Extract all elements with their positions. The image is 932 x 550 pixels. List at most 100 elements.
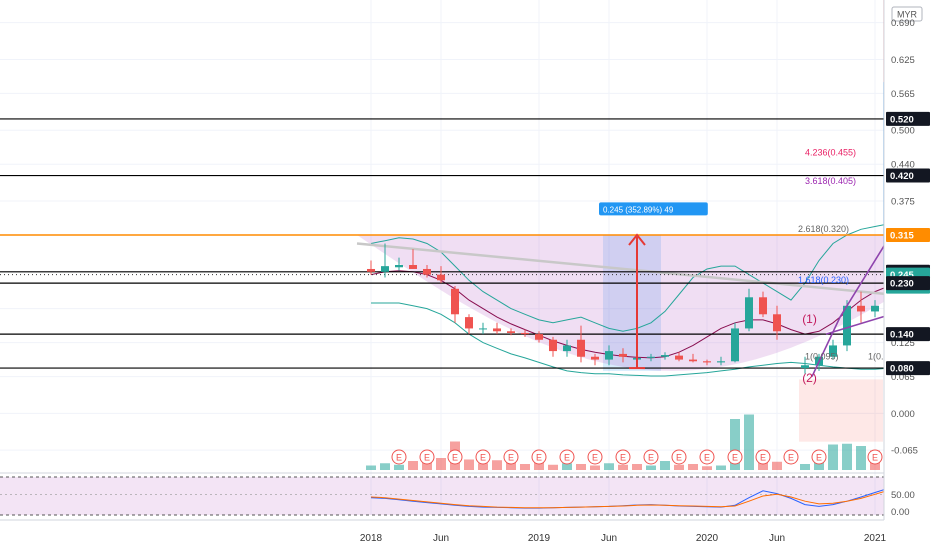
earnings-marker[interactable] (643, 449, 659, 465)
earnings-marker[interactable] (559, 449, 575, 465)
volume-bar (380, 463, 390, 470)
candle-body[interactable] (563, 345, 571, 352)
candle-body[interactable] (871, 305, 879, 312)
candle-body[interactable] (507, 331, 515, 333)
time-tick-label: 2019 (528, 533, 551, 544)
earnings-marker[interactable] (503, 449, 519, 465)
volume-bar (520, 464, 530, 470)
earnings-marker[interactable] (867, 449, 883, 465)
earnings-marker[interactable] (699, 449, 715, 465)
candle-body[interactable] (759, 297, 767, 315)
volume-bar (772, 461, 782, 470)
price-badge-label: 0.520 (890, 114, 914, 125)
candle-body[interactable] (367, 268, 375, 272)
measure-label-bg (599, 202, 708, 216)
candle-body[interactable] (549, 339, 557, 352)
oscillator-band (0, 477, 884, 515)
candle-body[interactable] (465, 317, 473, 329)
volume-bar (366, 465, 376, 470)
earnings-marker[interactable] (755, 449, 771, 465)
descending-trendline (356, 242, 932, 300)
currency-badge[interactable] (891, 6, 923, 22)
earnings-marker[interactable] (615, 449, 631, 465)
candle-body[interactable] (703, 361, 711, 363)
volume-bar (632, 464, 642, 470)
earnings-marker-label: E (788, 453, 794, 463)
candle-body[interactable] (619, 353, 627, 357)
candle-body[interactable] (521, 332, 529, 335)
candle-body[interactable] (843, 305, 851, 346)
candle-body[interactable] (381, 266, 389, 272)
price-tick-label: 0.375 (891, 197, 915, 208)
volume-bar (394, 464, 404, 470)
candle-body[interactable] (591, 356, 599, 360)
volume-bar (646, 465, 656, 470)
earnings-marker[interactable] (447, 449, 463, 465)
price-badge (886, 111, 930, 126)
volume-bar (478, 463, 488, 470)
time-tick-label: Jun (769, 533, 785, 544)
candle-body[interactable] (857, 305, 865, 312)
candle-body[interactable] (801, 365, 809, 369)
volume-bar (562, 463, 572, 470)
volume-bar (408, 461, 418, 470)
time-tick-label: Jun (433, 533, 449, 544)
candle-body[interactable] (731, 328, 739, 362)
price-badge-label: 0.230 (890, 279, 914, 290)
volume-bar (842, 443, 852, 470)
candle-body[interactable] (395, 265, 403, 268)
price-tick-label: 0.690 (891, 18, 915, 29)
earnings-marker-label: E (732, 453, 738, 463)
earnings-marker[interactable] (783, 449, 799, 465)
earnings-marker[interactable] (671, 449, 687, 465)
earnings-marker-label: E (704, 453, 710, 463)
volume-bar (800, 464, 810, 470)
candle-body[interactable] (535, 334, 543, 340)
candle-body[interactable] (493, 328, 501, 332)
fibonacci-label: 3.618(0.405) (805, 176, 856, 186)
price-tick-label: 0.500 (891, 126, 915, 137)
candle-body[interactable] (689, 359, 697, 362)
time-tick-label: 2018 (360, 533, 383, 544)
measure-box (603, 235, 661, 371)
volume-bar (534, 462, 544, 470)
candle-body[interactable] (437, 274, 445, 281)
earnings-marker[interactable] (587, 449, 603, 465)
candle-body[interactable] (577, 339, 585, 357)
earnings-marker-label: E (872, 453, 878, 463)
earnings-marker[interactable] (811, 449, 827, 465)
measure-label: 0.245 (352.89%) 49 (603, 205, 674, 214)
price-tick-label: 0.625 (891, 55, 915, 66)
candle-body[interactable] (661, 355, 669, 357)
candle-body[interactable] (423, 268, 431, 275)
price-badge-label: 0.080 (890, 364, 914, 375)
candle-body[interactable] (647, 356, 655, 358)
earnings-marker[interactable] (391, 449, 407, 465)
candle-body[interactable] (717, 361, 725, 363)
bollinger-upper-line (370, 223, 932, 332)
price-tick-label: 0.565 (891, 89, 915, 100)
earnings-marker-label: E (508, 453, 514, 463)
candle-body[interactable] (745, 297, 753, 329)
candle-body[interactable] (605, 351, 613, 360)
volume-bar (828, 444, 838, 470)
candle-body[interactable] (409, 265, 417, 269)
oscillator-tick-label: 50.00 (891, 490, 915, 501)
elliott-wave-label: (2) (802, 371, 817, 385)
candle-body[interactable] (479, 328, 487, 330)
volume-bar (716, 465, 726, 470)
earnings-marker[interactable] (475, 449, 491, 465)
earnings-marker[interactable] (531, 449, 547, 465)
currency-label: MYR (897, 10, 918, 20)
candle-body[interactable] (773, 314, 781, 332)
earnings-marker[interactable] (419, 449, 435, 465)
earnings-marker-label: E (648, 453, 654, 463)
candle-body[interactable] (675, 355, 683, 360)
fibonacci-label: 1(0.095) (805, 352, 839, 362)
candle-body[interactable] (451, 288, 459, 315)
earnings-marker[interactable] (727, 449, 743, 465)
candle-body[interactable] (829, 345, 837, 357)
earnings-marker-label: E (760, 453, 766, 463)
